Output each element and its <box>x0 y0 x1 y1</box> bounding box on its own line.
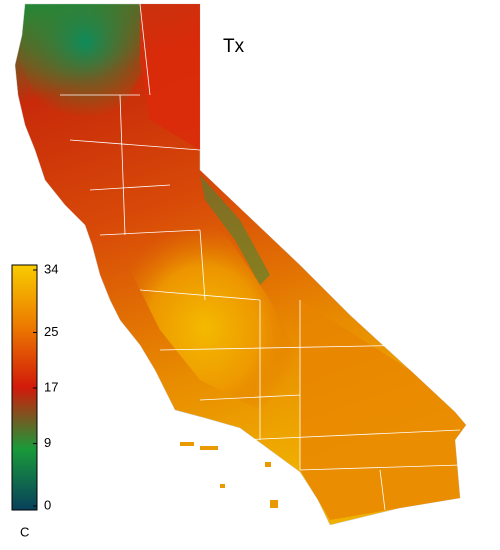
county-lines <box>60 3 461 511</box>
central-valley <box>110 190 320 420</box>
colorbar-tick-label: 25 <box>44 324 58 339</box>
sierra <box>200 175 270 285</box>
colorbar-unit: C <box>20 524 29 539</box>
california-map <box>14 3 467 526</box>
northern-forest <box>20 4 150 130</box>
colorbar-tick-label: 0 <box>44 497 51 512</box>
colorbar-tick-label: 17 <box>44 379 58 394</box>
northeast <box>140 4 200 150</box>
colorbar-tick-label: 9 <box>44 435 51 450</box>
islands <box>180 442 278 508</box>
colorbar: 0 9 17 25 34 <box>11 261 58 512</box>
colorbar-tick-label: 34 <box>44 261 58 276</box>
desert <box>300 300 466 520</box>
map-title: Tx <box>223 36 245 57</box>
